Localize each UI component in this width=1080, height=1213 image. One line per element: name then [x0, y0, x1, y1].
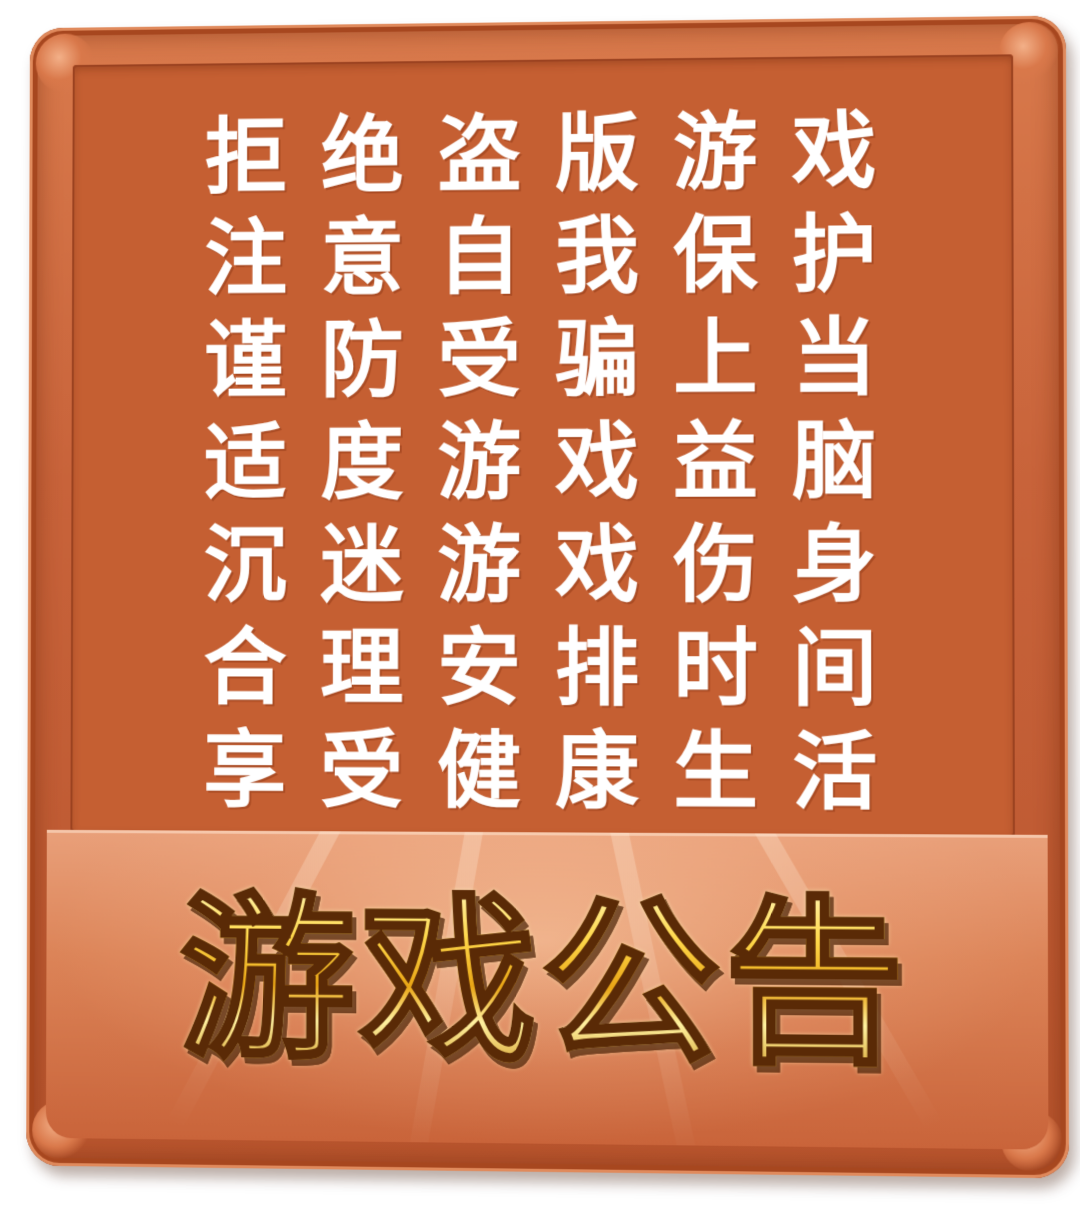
notice-character: 生	[656, 720, 775, 824]
notice-title: 游戏公告	[46, 879, 1048, 1088]
notice-character: 戏	[538, 411, 656, 514]
notice-character: 游	[656, 101, 775, 205]
notice-character: 伤	[656, 514, 775, 617]
notice-character: 受	[303, 719, 420, 822]
notice-character: 康	[538, 720, 656, 824]
notice-character: 绝	[304, 105, 421, 208]
notice-character: 版	[538, 102, 656, 206]
notice-character: 脑	[775, 410, 894, 514]
notice-character: 理	[303, 617, 420, 720]
notice-character: 安	[420, 617, 538, 720]
notice-character: 度	[304, 412, 421, 515]
notice-character: 游	[420, 411, 538, 514]
notice-character: 我	[538, 205, 656, 309]
title-band: 游戏公告	[46, 830, 1049, 1150]
notice-character: 间	[775, 617, 895, 721]
notice-panel: 拒绝盗版游戏注意自我保护谨防受骗上当适度游戏益脑沉迷游戏伤身合理安排时间享受健康…	[70, 54, 1015, 836]
notice-character: 享	[186, 719, 303, 822]
notice-character: 益	[656, 410, 775, 514]
notice-character: 排	[538, 617, 656, 720]
notice-character: 戏	[538, 514, 656, 617]
notice-character: 骗	[538, 308, 656, 411]
notice-character: 盗	[421, 103, 538, 206]
notice-text-grid: 拒绝盗版游戏注意自我保护谨防受骗上当适度游戏益脑沉迷游戏伤身合理安排时间享受健康…	[186, 100, 894, 825]
notice-frame: 拒绝盗版游戏注意自我保护谨防受骗上当适度游戏益脑沉迷游戏伤身合理安排时间享受健康…	[26, 16, 1069, 1179]
notice-character: 迷	[303, 514, 420, 617]
notice-character: 活	[775, 721, 895, 825]
notice-character: 拒	[188, 106, 304, 209]
notice-character: 注	[188, 208, 304, 311]
notice-character: 护	[775, 203, 894, 307]
notice-character: 游	[420, 514, 538, 617]
notice-character: 防	[304, 309, 421, 412]
notice-character: 合	[187, 617, 304, 720]
notice-character: 上	[656, 307, 775, 411]
notice-character: 自	[421, 206, 538, 309]
notice-character: 戏	[775, 100, 894, 204]
notice-character: 健	[420, 720, 538, 824]
notice-character: 身	[775, 513, 895, 617]
notice-character: 保	[656, 204, 775, 308]
notice-character: 谨	[187, 310, 303, 413]
notice-character: 时	[656, 617, 775, 721]
notice-character: 适	[187, 412, 304, 515]
notice-character: 沉	[187, 514, 304, 616]
notice-character: 意	[304, 207, 421, 310]
notice-character: 当	[775, 306, 894, 410]
notice-character: 受	[421, 309, 539, 412]
